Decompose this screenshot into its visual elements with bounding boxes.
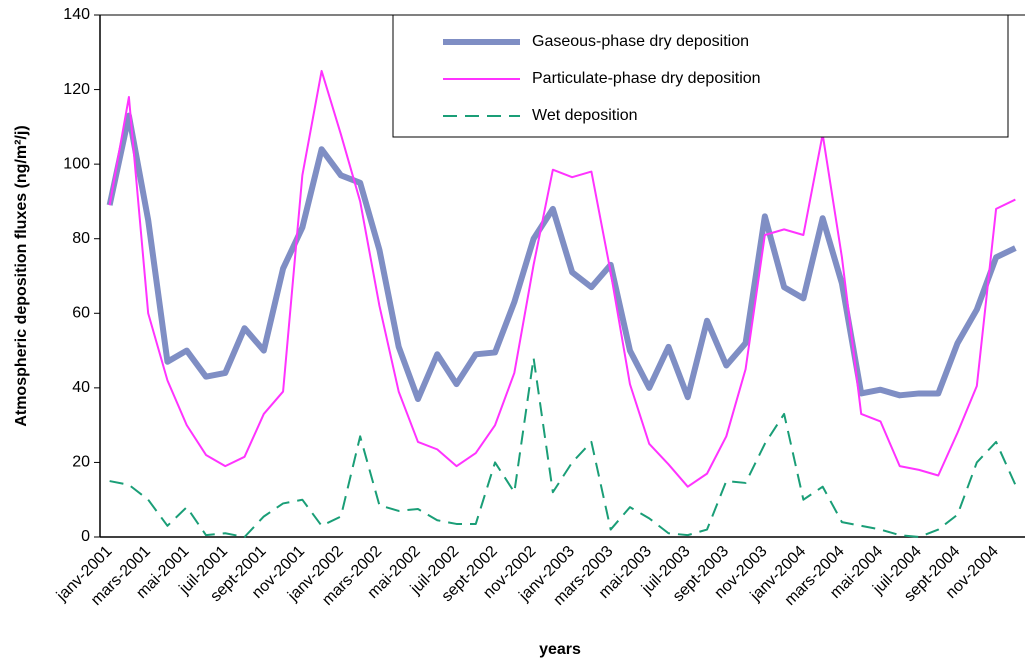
line-series — [108, 69, 1016, 488]
y-axis-title: Atmospheric deposition fluxes (ng/m²/j) — [13, 125, 30, 426]
y-tick-label: 20 — [72, 454, 90, 471]
y-tick-label: 80 — [72, 230, 90, 247]
legend-label: Particulate-phase dry deposition — [532, 70, 761, 87]
y-tick-label: 140 — [63, 6, 90, 23]
legend-label: Gaseous-phase dry deposition — [532, 33, 749, 50]
x-axis-title: years — [539, 641, 581, 658]
y-tick-label: 40 — [72, 379, 90, 396]
line-series — [106, 112, 1017, 403]
y-tick-label: 0 — [81, 528, 90, 545]
line-series — [109, 357, 1017, 538]
y-tick-label: 60 — [72, 305, 90, 322]
y-tick-label: 100 — [63, 155, 90, 172]
legend-label: Wet deposition — [532, 107, 638, 124]
y-tick-label: 120 — [63, 81, 90, 98]
